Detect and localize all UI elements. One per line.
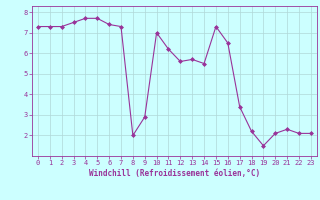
X-axis label: Windchill (Refroidissement éolien,°C): Windchill (Refroidissement éolien,°C)	[89, 169, 260, 178]
